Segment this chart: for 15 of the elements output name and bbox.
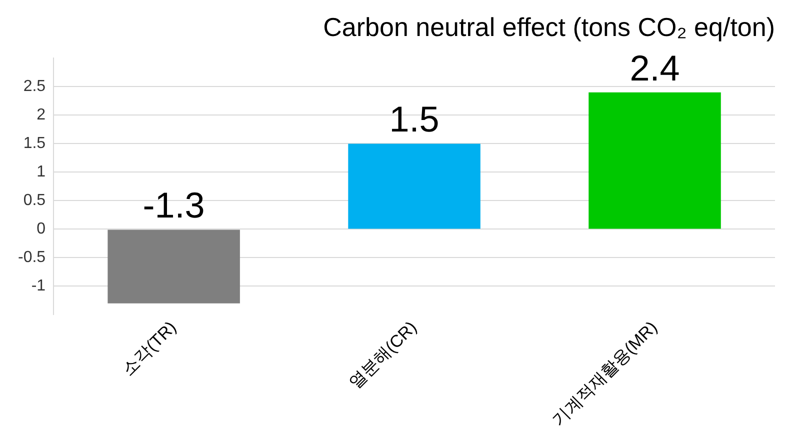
y-tick-label: -0.5 — [18, 249, 46, 266]
y-tick-label: 0 — [36, 220, 46, 238]
bar — [348, 144, 480, 229]
y-tick-label: 1 — [36, 164, 46, 181]
data-label: 2.4 — [630, 47, 680, 88]
y-tick-label: -1 — [31, 278, 46, 295]
y-tick-label: 0.5 — [23, 192, 46, 210]
bar — [108, 230, 240, 304]
data-label: 1.5 — [389, 98, 440, 140]
data-label: -1.3 — [142, 184, 205, 226]
y-tick-label: 2 — [36, 106, 46, 124]
bar — [588, 92, 721, 229]
y-tick-label: 2.5 — [23, 78, 46, 96]
chart-title: Carbon neutral effect (tons CO₂ eq/ton) — [323, 12, 775, 42]
y-tick-label: 1.5 — [23, 135, 46, 152]
